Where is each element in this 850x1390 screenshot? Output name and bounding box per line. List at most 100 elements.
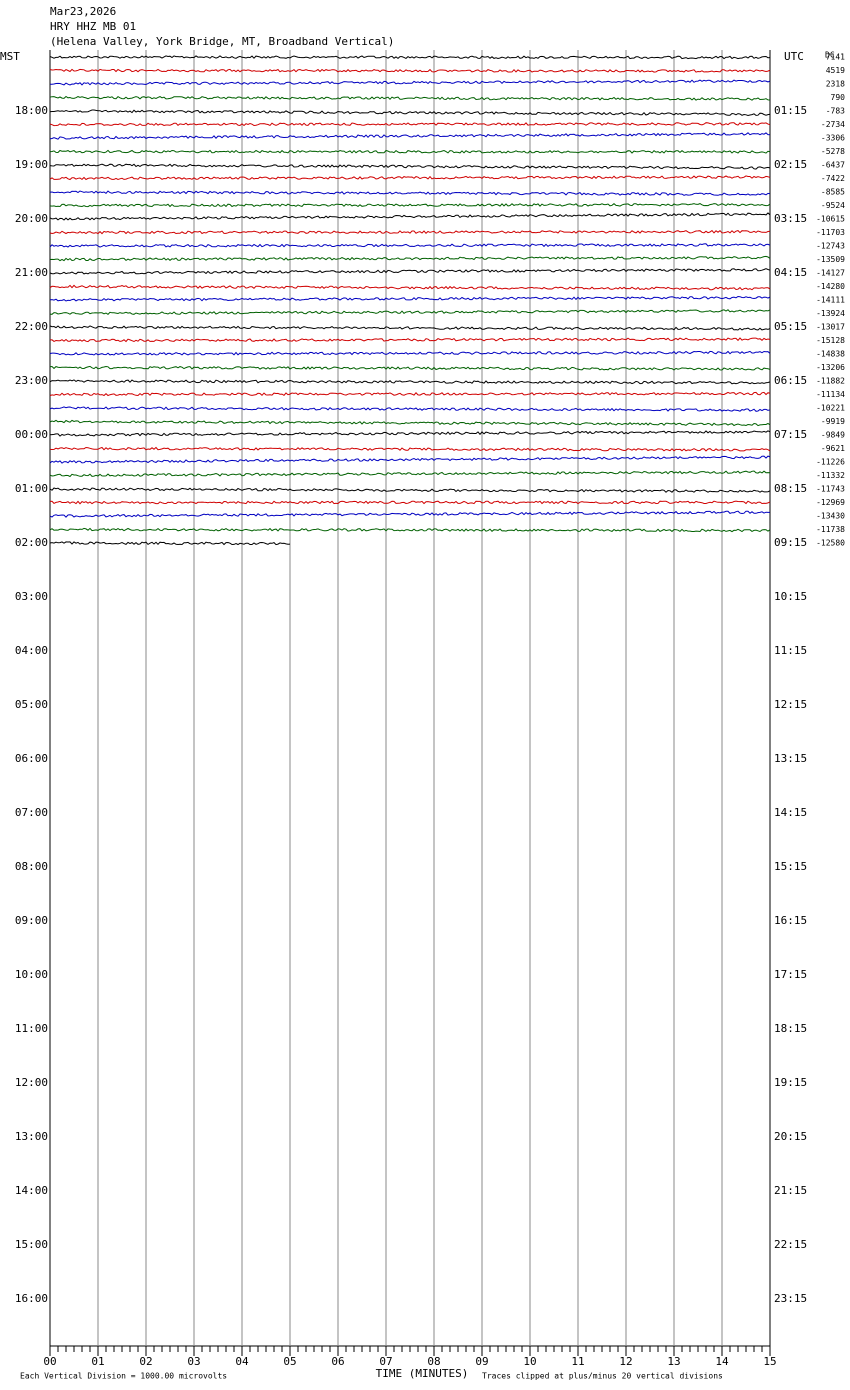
trace	[49, 325, 771, 331]
dc-value: 2318	[826, 80, 845, 89]
trace	[49, 203, 771, 208]
x-tick-label: 04	[235, 1355, 249, 1368]
utc-label: 18:15	[774, 1022, 807, 1035]
dc-value: -9621	[821, 444, 845, 453]
trace	[49, 391, 771, 397]
trace	[50, 79, 771, 86]
mst-label: 23:00	[15, 374, 48, 387]
x-axis-title: TIME (MINUTES)	[376, 1367, 469, 1380]
dc-value: -14280	[816, 282, 845, 291]
trace	[49, 487, 771, 493]
mst-label: 00:00	[15, 428, 48, 441]
mst-label: 07:00	[15, 806, 48, 819]
dc-value: -783	[826, 107, 845, 116]
utc-label: 22:15	[774, 1238, 807, 1251]
trace	[49, 229, 771, 235]
dc-value: -14838	[816, 350, 845, 359]
scale-note: Each Vertical Division = 1000.00 microvo…	[20, 1372, 227, 1381]
dc-value: -12580	[816, 539, 845, 548]
dc-value: -13017	[816, 323, 845, 332]
utc-label: 21:15	[774, 1184, 807, 1197]
mst-label: 22:00	[15, 320, 48, 333]
mst-label: 09:00	[15, 914, 48, 927]
dc-value: -11134	[816, 390, 845, 399]
x-tick-label: 12	[619, 1355, 632, 1368]
location: (Helena Valley, York Bridge, MT, Broadba…	[50, 35, 394, 48]
x-tick-label: 02	[139, 1355, 152, 1368]
mst-label: 12:00	[15, 1076, 48, 1089]
dc-value: -13206	[816, 363, 845, 372]
dc-value: -13924	[816, 309, 845, 318]
dc-value: -12743	[816, 242, 845, 251]
x-tick-label: 14	[715, 1355, 729, 1368]
utc-label: 13:15	[774, 752, 807, 765]
trace	[49, 295, 771, 302]
utc-label: 19:15	[774, 1076, 807, 1089]
trace	[49, 430, 771, 437]
utc-label: 23:15	[774, 1292, 807, 1305]
trace	[49, 163, 771, 170]
utc-label: 17:15	[774, 968, 807, 981]
dc-value: -13430	[816, 512, 845, 521]
trace	[49, 527, 771, 533]
trace	[49, 406, 771, 412]
dc-value: -9849	[821, 431, 845, 440]
x-tick-label: 15	[763, 1355, 776, 1368]
x-tick-label: 13	[667, 1355, 680, 1368]
trace	[49, 255, 771, 262]
station: HRY HHZ MB 01	[50, 20, 136, 33]
dc-value: -7422	[821, 174, 845, 183]
utc-label: 20:15	[774, 1130, 807, 1143]
mst-label: 03:00	[15, 590, 48, 603]
dc-value: 7141	[826, 53, 845, 62]
x-tick-label: 01	[91, 1355, 104, 1368]
trace	[49, 284, 771, 291]
mst-label: 10:00	[15, 968, 48, 981]
mst-label: 21:00	[15, 266, 48, 279]
trace	[49, 190, 771, 196]
trace	[49, 122, 771, 127]
trace	[49, 212, 771, 221]
dc-value: -10221	[816, 404, 845, 413]
trace	[49, 149, 771, 154]
trace	[49, 510, 770, 518]
x-tick-label: 00	[43, 1355, 56, 1368]
dc-value: -11226	[816, 458, 845, 467]
trace	[49, 268, 771, 275]
mst-label: 11:00	[15, 1022, 48, 1035]
dc-value: -11703	[816, 228, 845, 237]
utc-label: 09:15	[774, 536, 807, 549]
trace	[49, 55, 771, 60]
right-axis-title: UTC	[784, 50, 804, 63]
utc-label: 14:15	[774, 806, 807, 819]
date: Mar23,2026	[50, 5, 116, 18]
trace	[49, 379, 771, 385]
utc-label: 05:15	[774, 320, 807, 333]
mst-label: 02:00	[15, 536, 48, 549]
trace	[49, 309, 771, 315]
trace	[49, 132, 771, 140]
clip-note: Traces clipped at plus/minus 20 vertical…	[482, 1372, 723, 1381]
utc-label: 03:15	[774, 212, 807, 225]
trace	[49, 109, 771, 117]
utc-label: 04:15	[774, 266, 807, 279]
trace	[49, 365, 771, 371]
utc-label: 10:15	[774, 590, 807, 603]
utc-label: 12:15	[774, 698, 807, 711]
trace	[49, 446, 771, 452]
mst-label: 13:00	[15, 1130, 48, 1143]
trace	[49, 337, 771, 343]
x-tick-label: 05	[283, 1355, 296, 1368]
trace	[49, 68, 771, 73]
mst-label: 18:00	[15, 104, 48, 117]
dc-title: DC	[825, 51, 835, 60]
utc-label: 16:15	[774, 914, 807, 927]
mst-label: 20:00	[15, 212, 48, 225]
x-tick-label: 10	[523, 1355, 536, 1368]
dc-value: -9919	[821, 417, 845, 426]
trace	[49, 541, 291, 546]
x-tick-label: 11	[571, 1355, 584, 1368]
dc-value: -10615	[816, 215, 845, 224]
dc-value: -11743	[816, 485, 845, 494]
